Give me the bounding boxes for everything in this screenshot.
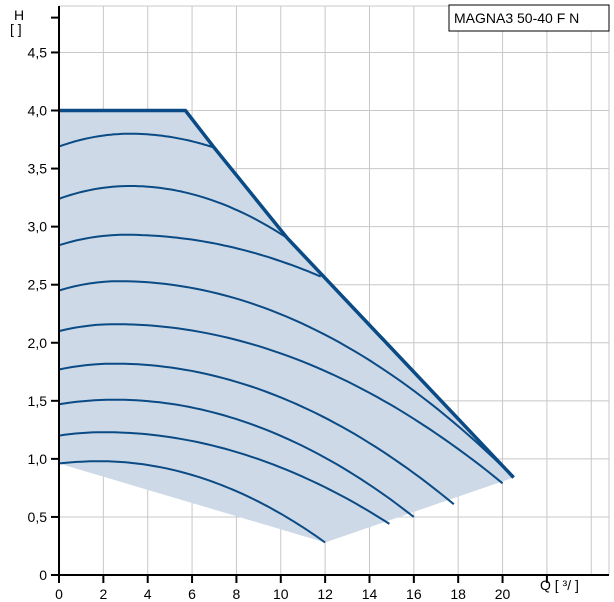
y-tick-label: 3,5 [28,161,48,177]
y-axis-unit: [ ] [10,21,22,37]
x-tick-label: 16 [406,586,422,602]
x-tick-label: 4 [144,586,152,602]
title-box: MAGNA3 50-40 F N [448,4,610,32]
title-frame [448,4,610,32]
x-tick-label: 10 [273,586,289,602]
y-tick-label: 1,0 [28,451,48,467]
x-tick-label: 18 [450,586,466,602]
y-tick-label: 2,5 [28,277,48,293]
y-tick-label: 0 [39,567,47,583]
speed-curve-7 [58,398,415,518]
operating-area-fill [59,110,514,543]
speed-curve-2 [58,185,288,240]
y-tick-label: 0,5 [28,509,48,525]
y-tick-label: 4,0 [28,103,48,119]
x-tick-label: 6 [188,586,196,602]
y-tick-label: 4,5 [28,44,48,60]
speed-curve-6 [58,362,455,505]
x-tick-label: 14 [362,586,378,602]
max-curve [59,108,515,479]
chart-title: MAGNA3 50-40 F N [454,10,579,26]
x-axis-label: Q [ ³/ ] [540,577,579,593]
x-tick-label: 8 [233,586,241,602]
curves [58,108,515,544]
x-tick-label: 2 [99,586,107,602]
y-tick-label: 3,0 [28,219,48,235]
speed-curve-1 [58,132,215,149]
speed-curve-8 [58,431,390,525]
ticks: 0 0,5 1,0 1,5 2,0 2,5 3,0 3,5 4,0 4,5 0 2 4 6 8 10 12 14 1… [28,16,548,602]
speed-curve-4 [58,280,515,479]
speed-curve-3 [58,233,322,278]
speed-curve-5 [58,323,504,485]
axes [51,6,609,583]
y-tick-label: 2,0 [28,335,48,351]
operating-area [59,110,514,543]
y-axis-label: H [14,7,24,23]
x-tick-label: 12 [317,586,333,602]
speed-curve-9 [58,460,326,544]
y-tick-label: 1,5 [28,393,48,409]
x-tick-label: 0 [55,586,63,602]
x-tick-label: 20 [495,586,511,602]
